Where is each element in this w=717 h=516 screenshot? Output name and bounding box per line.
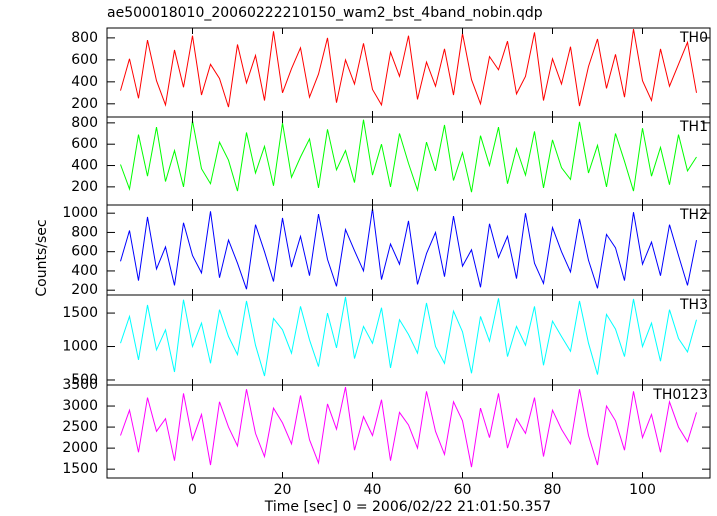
x-tick-label: 0	[188, 482, 197, 498]
series-line	[120, 29, 697, 108]
y-tick-label: 3500	[62, 377, 98, 393]
y-tick-label: 1500	[62, 305, 98, 321]
panel-label: TH0123	[652, 387, 708, 403]
y-tick-label: 600	[71, 244, 98, 260]
y-tick-label: 600	[71, 136, 98, 152]
x-tick-label: 80	[544, 482, 562, 498]
series-line	[120, 386, 697, 468]
panel-frame	[106, 116, 711, 206]
y-axis-label: Counts/sec	[34, 219, 50, 296]
y-tick-label: 200	[71, 96, 98, 112]
y-tick-label: 200	[71, 282, 98, 298]
x-tick-label: 100	[629, 482, 656, 498]
panel-label: TH0	[679, 30, 708, 46]
y-tick-label: 400	[71, 263, 98, 279]
y-tick-label: 400	[71, 158, 98, 174]
y-tick-label: 400	[71, 74, 98, 90]
y-tick-label: 1500	[62, 461, 98, 477]
series-line	[120, 119, 697, 193]
x-tick-label: 40	[364, 482, 382, 498]
panel-label: TH3	[679, 297, 708, 313]
y-tick-label: 1000	[62, 205, 98, 221]
y-tick-label: 3000	[62, 398, 98, 414]
y-tick-label: 1000	[62, 339, 98, 355]
series-line	[120, 208, 697, 290]
panel-label: TH2	[679, 207, 708, 223]
series-line	[120, 296, 697, 377]
panel-frame	[106, 384, 711, 479]
y-tick-label: 500	[71, 372, 98, 388]
y-tick-label: 800	[71, 115, 98, 131]
y-tick-label: 600	[71, 52, 98, 68]
chart-title: ae500018010_20060222210150_wam2_bst_4ban…	[107, 5, 543, 21]
x-tick-label: 60	[454, 482, 472, 498]
panel-label: TH1	[679, 119, 708, 135]
y-tick-label: 2000	[62, 440, 98, 456]
y-tick-label: 2500	[62, 419, 98, 435]
y-tick-label: 200	[71, 179, 98, 195]
x-axis-label: Time [sec] 0 = 2006/02/22 21:01:50.357	[264, 499, 551, 515]
panel-frame	[106, 204, 711, 296]
y-tick-label: 800	[71, 30, 98, 46]
y-tick-label: 800	[71, 224, 98, 240]
x-tick-label: 20	[274, 482, 292, 498]
